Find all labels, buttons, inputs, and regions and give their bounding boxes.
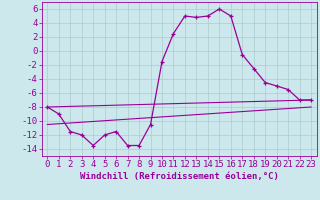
X-axis label: Windchill (Refroidissement éolien,°C): Windchill (Refroidissement éolien,°C) bbox=[80, 172, 279, 181]
